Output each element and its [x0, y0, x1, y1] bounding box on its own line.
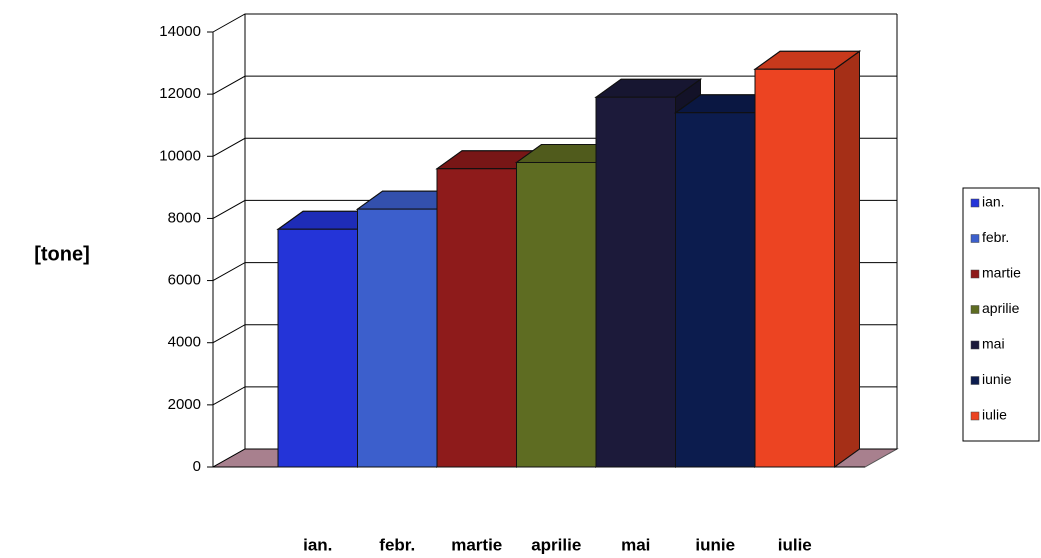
legend-swatch — [970, 376, 980, 385]
grid-line — [212, 75, 897, 95]
y-tick-label: 10000 — [159, 147, 201, 164]
y-tick-label: 4000 — [168, 334, 201, 351]
x-tick-label: ian. — [303, 535, 332, 554]
bar-face — [754, 68, 835, 468]
legend-swatch — [970, 269, 980, 279]
legend-swatch — [970, 411, 980, 421]
bar-face — [277, 228, 358, 468]
bar-face — [436, 168, 517, 468]
x-tick-label: febr. — [379, 535, 415, 554]
grid-line — [212, 13, 897, 33]
y-axis-label: [tone] — [34, 243, 90, 265]
y-tick-label: 2000 — [168, 396, 201, 413]
bar-shade — [834, 50, 860, 468]
legend-label: febr. — [982, 229, 1009, 245]
x-tick-label: martie — [451, 535, 502, 554]
legend-label: martie — [982, 265, 1021, 281]
legend-label: aprilie — [982, 300, 1020, 316]
y-tick-label: 14000 — [159, 23, 201, 40]
x-tick-label: iulie — [778, 535, 812, 554]
legend-swatch — [970, 305, 980, 314]
x-tick-label: mai — [621, 535, 650, 554]
y-tick-label: 6000 — [168, 272, 201, 289]
y-tick-label: 12000 — [159, 85, 201, 102]
x-tick-label: iunie — [695, 535, 735, 554]
bar-face — [595, 96, 676, 468]
x-tick-label: aprilie — [531, 535, 581, 554]
legend-box — [962, 187, 1040, 442]
legend-swatch — [970, 198, 980, 208]
bar — [753, 50, 862, 468]
y-tick-label: 8000 — [168, 209, 201, 226]
legend-label: ian. — [982, 194, 1005, 210]
bar-face — [357, 208, 438, 468]
legend-swatch — [970, 234, 980, 243]
legend-label: iunie — [982, 371, 1012, 387]
legend-label: iulie — [982, 407, 1007, 423]
legend-label: mai — [982, 336, 1005, 352]
bar-face — [516, 162, 597, 468]
legend-swatch — [970, 340, 980, 350]
y-tick-label: 0 — [193, 458, 201, 475]
bar-face — [675, 112, 756, 468]
